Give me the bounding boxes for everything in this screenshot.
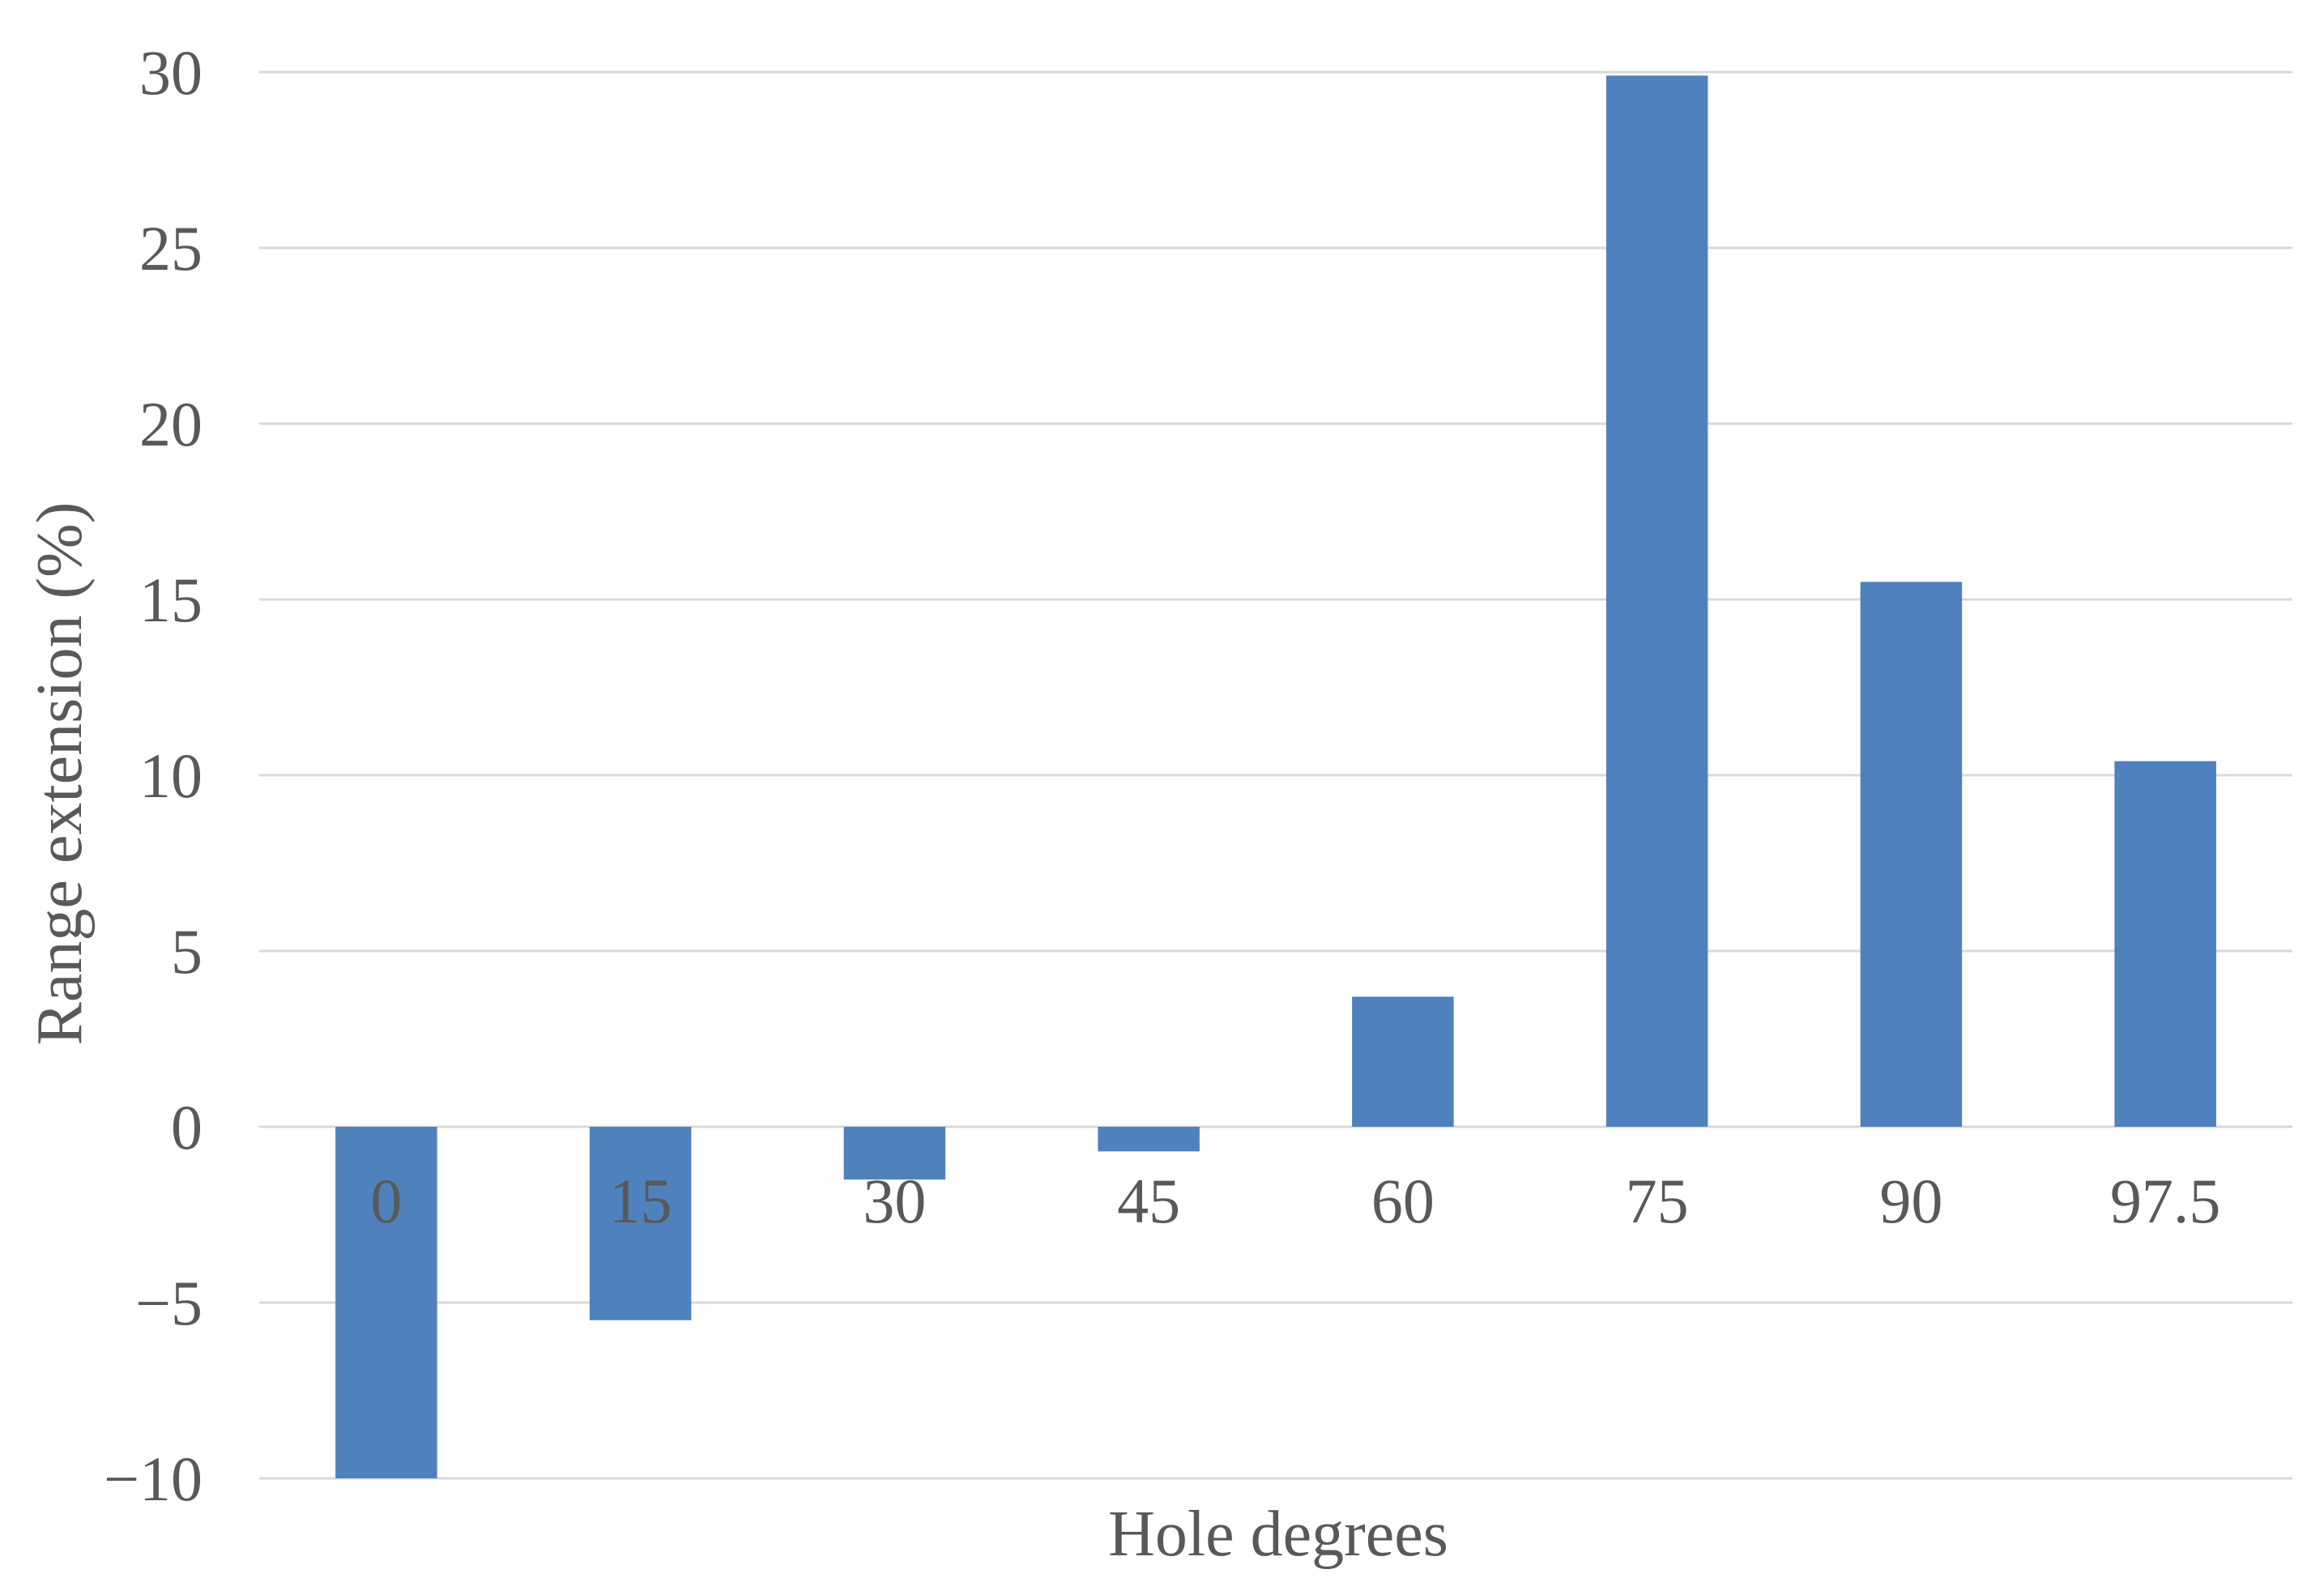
gridlines — [259, 70, 2292, 1480]
y-tick-label: 25 — [139, 213, 203, 284]
y-axis-label: Range extension (%) — [24, 502, 96, 1046]
bar-97.5 — [2114, 761, 2216, 1127]
bar-90 — [1860, 582, 1963, 1127]
bar-75 — [1605, 75, 1708, 1128]
x-tick-label: 90 — [1879, 1166, 1942, 1236]
y-tick-label: 20 — [139, 389, 203, 459]
x-axis-label: Hole degrees — [1108, 1499, 1448, 1570]
y-tick-label: 30 — [139, 37, 203, 108]
y-tick-label: 10 — [139, 740, 203, 811]
y-axis-ticks: −10 −5 0 5 10 15 20 25 30 — [104, 37, 203, 1514]
y-tick-label: −5 — [135, 1268, 203, 1338]
x-tick-label: 45 — [1117, 1166, 1180, 1236]
bars — [335, 75, 2216, 1478]
bar-15 — [589, 1127, 692, 1320]
x-tick-label: 15 — [609, 1166, 672, 1236]
x-tick-label: 97.5 — [2110, 1166, 2221, 1236]
y-tick-label: 0 — [171, 1092, 203, 1162]
x-tick-label: 60 — [1371, 1166, 1435, 1236]
y-tick-label: 15 — [139, 565, 203, 635]
x-tick-label: 0 — [370, 1166, 402, 1236]
y-tick-label: 5 — [171, 916, 203, 987]
x-axis-ticks: 0 15 30 45 60 75 90 97.5 — [370, 1166, 2220, 1236]
bar-45 — [1098, 1127, 1200, 1152]
bar-0 — [335, 1127, 437, 1478]
x-tick-label: 30 — [863, 1166, 926, 1236]
x-tick-label: 75 — [1626, 1166, 1689, 1236]
bar-60 — [1352, 996, 1454, 1127]
bar-30 — [843, 1127, 946, 1180]
y-tick-label: −10 — [104, 1444, 203, 1514]
